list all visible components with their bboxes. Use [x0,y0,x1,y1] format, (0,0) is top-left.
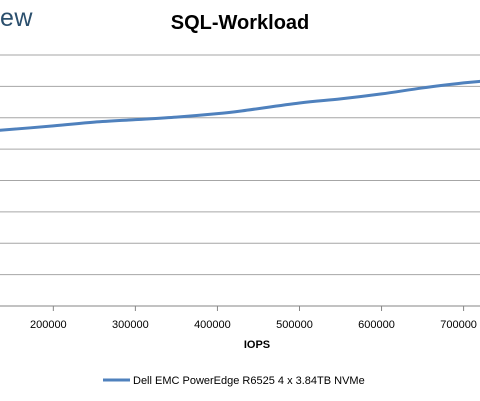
chart-title: SQL-Workload [170,12,310,34]
x-tick-label: 300000 [112,319,149,331]
legend: Dell EMC PowerEdge R6525 4 x 3.84TB NVMe [103,375,365,387]
x-tick-label: 400000 [194,319,231,331]
x-tick-label: 200000 [30,319,67,331]
brand-logo-text: ew [0,4,33,32]
x-tick-label: 600000 [358,319,395,331]
x-axis-ticks [52,306,465,311]
x-axis-title: IOPS [244,339,270,351]
x-tick-label: 700000 [440,319,477,331]
gridlines [0,54,480,276]
legend-label: Dell EMC PowerEdge R6525 4 x 3.84TB NVMe [133,375,365,387]
x-axis-tick-labels: 200000 300000 400000 500000 600000 700000 [30,319,477,331]
x-tick-label: 500000 [276,319,313,331]
series-line [0,79,480,132]
